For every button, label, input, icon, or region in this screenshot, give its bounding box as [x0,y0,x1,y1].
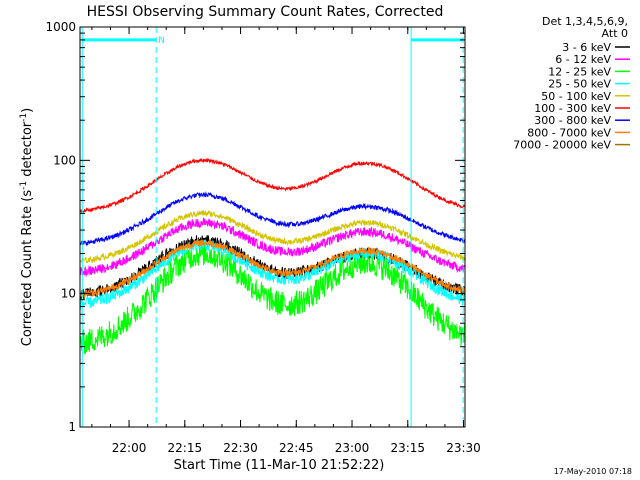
legend-label-8: 7000 - 20000 keV [513,139,611,152]
series-line-5 [79,157,466,214]
plot-area: N [79,27,466,427]
segment-label-1: N [158,36,165,46]
series-line-2 [79,241,466,354]
x-axis-label: Start Time (11-Mar-10 21:52:22) [174,458,385,473]
y-tick-label-1: 10 [61,287,76,301]
y-axis-label-end: ) [20,108,35,113]
y-axis-label-main: Corrected Count Rate (s [20,190,35,347]
x-tick-label-2: 22:30 [223,441,258,455]
legend-label-0: 3 - 6 keV [562,41,611,54]
series-line-1 [79,217,466,278]
chart-title: HESSI Observing Summary Count Rates, Cor… [87,4,444,20]
x-tick-label-4: 23:00 [335,441,370,455]
legend-label-2: 12 - 25 keV [548,65,611,78]
y-tick-label-0: 1 [68,420,76,434]
x-tick-label-1: 22:15 [168,441,203,455]
y-axis-label-sup1: -1 [19,181,29,190]
y-tick-label-3: 1000 [45,20,76,34]
y-axis-label-sup2: -1 [19,113,29,122]
y-tick-label-2: 100 [53,153,76,167]
footer-date: 17-May-2010 07:18 [554,467,632,476]
y-axis-label: Corrected Count Rate (s-1 detector-1) [19,108,35,346]
legend-label-4: 50 - 100 keV [541,90,611,103]
legend-label-1: 6 - 12 keV [555,53,611,66]
series-line-3 [79,239,465,310]
x-tick-label-0: 22:00 [112,441,147,455]
legend-header-line-1: Det 1,3,4,5,6,9, [542,15,628,28]
legend-label-6: 300 - 800 keV [534,114,611,127]
y-axis-label-mid: detector [20,121,35,181]
series-line-4 [79,209,466,264]
x-tick-label-5: 23:15 [390,441,425,455]
plot-frame [79,26,466,428]
legend-label-3: 25 - 50 keV [548,78,611,91]
axis-ticks: 22:00 22:15 22:30 22:45 23:00 23:15 23:30 1 10 10… [45,20,480,455]
x-tick-label-6: 23:30 [446,441,481,455]
x-tick-label-3: 22:45 [279,441,314,455]
series-line-7 [79,238,466,299]
legend-label-5: 100 - 300 keV [534,102,611,115]
series-line-6 [79,191,466,247]
legend-header-line-2: Att 0 [602,27,628,40]
legend-label-7: 800 - 7000 keV [527,126,611,139]
